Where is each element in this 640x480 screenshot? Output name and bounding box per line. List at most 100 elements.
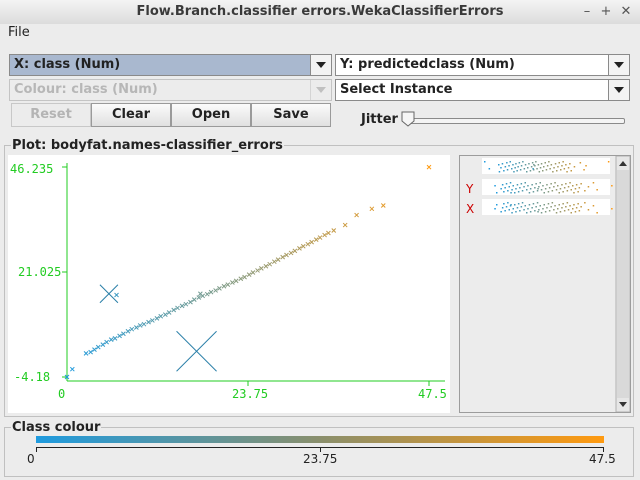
minimize-button[interactable]: – [583,4,591,19]
data-point[interactable] [326,230,331,236]
data-point[interactable] [171,307,177,313]
data-point[interactable] [100,342,106,347]
data-point[interactable] [92,347,97,352]
data-point[interactable] [217,286,222,291]
data-point[interactable] [221,283,227,289]
data-point[interactable] [198,291,203,297]
data-point[interactable] [233,278,239,284]
data-point[interactable] [83,350,89,356]
attr-dot [518,162,521,164]
data-point[interactable] [108,337,114,342]
data-point[interactable] [112,335,118,341]
attr-dot [520,206,523,208]
scroll-down-icon[interactable] [619,402,627,407]
data-point[interactable] [204,291,210,297]
data-point[interactable] [246,272,252,277]
data-point[interactable] [125,328,131,334]
instance-select[interactable]: Select Instance [335,79,630,101]
data-point[interactable] [64,374,70,380]
attr-strip-3[interactable] [482,199,610,215]
data-point[interactable] [225,282,231,287]
attr-dot [548,187,551,189]
jitter-slider-thumb[interactable] [401,111,415,127]
data-point[interactable] [317,235,323,240]
attr-strip-1[interactable] [482,158,610,174]
data-point[interactable] [95,344,101,350]
data-point[interactable] [129,326,135,332]
data-point[interactable] [342,222,348,228]
data-point[interactable] [426,164,432,170]
data-point[interactable] [179,303,185,309]
open-button[interactable]: Open [171,103,251,127]
data-point[interactable] [280,254,286,260]
error-marker[interactable] [176,330,217,372]
data-point[interactable] [238,276,244,282]
data-point[interactable] [117,333,122,339]
colour-select[interactable]: Colour: class (Num) [9,79,332,101]
data-point[interactable] [230,280,235,285]
attr-dot [504,187,506,189]
attr-strip-2[interactable] [482,179,610,195]
data-point[interactable] [137,323,143,328]
clear-button[interactable]: Clear [91,103,171,127]
data-point[interactable] [121,331,126,337]
data-point[interactable] [69,366,75,372]
data-point[interactable] [175,305,180,311]
reset-button[interactable]: Reset [11,103,91,127]
data-point[interactable] [242,274,247,280]
data-point[interactable] [305,241,311,247]
data-point[interactable] [114,292,119,298]
y-axis-select[interactable]: Y: predictedclass (Num) [335,54,630,76]
data-point[interactable] [88,349,93,355]
attr-dot [557,185,559,187]
data-point[interactable] [322,232,327,238]
scatter-plot[interactable]: 46.235 21.025 -4.18 0 23.75 47.5 [8,155,450,413]
data-point[interactable] [309,239,314,245]
data-point[interactable] [141,321,147,327]
data-point[interactable] [133,325,139,330]
menu-file[interactable]: File [8,25,30,40]
data-point[interactable] [354,212,359,218]
data-point[interactable] [146,319,151,325]
data-point[interactable] [183,301,189,307]
maximize-button[interactable]: + [600,4,612,19]
data-point[interactable] [267,261,273,267]
data-point[interactable] [271,259,277,265]
data-point[interactable] [162,312,168,317]
data-point[interactable] [297,246,302,251]
data-point[interactable] [275,257,281,262]
x-axis-select[interactable]: X: class (Num) [9,54,332,76]
data-point[interactable] [150,318,155,323]
data-point[interactable] [380,203,386,208]
data-point[interactable] [292,248,298,254]
jitter-slider-track[interactable] [405,118,625,124]
data-point[interactable] [255,268,260,273]
data-point[interactable] [258,266,264,271]
data-point[interactable] [208,289,214,295]
error-marker[interactable] [99,284,119,304]
attr-dot [559,188,562,190]
data-point[interactable] [158,313,164,319]
data-point[interactable] [300,243,306,249]
data-point[interactable] [263,263,269,269]
data-point[interactable] [154,315,160,321]
data-point[interactable] [188,299,193,305]
data-point[interactable] [213,288,218,293]
save-button[interactable]: Save [251,103,331,127]
scroll-up-icon[interactable] [619,161,627,166]
data-point[interactable] [191,297,197,302]
close-button[interactable]: ✕ [620,4,632,19]
y-tick-label-bottom: -4.18 [14,370,50,384]
attr-dot [528,163,530,165]
data-point[interactable] [288,250,294,256]
data-point[interactable] [369,206,375,212]
data-point[interactable] [250,270,256,275]
data-point[interactable] [166,310,172,315]
scrollbar-thumb[interactable] [617,170,629,398]
data-point[interactable] [196,295,202,300]
data-point[interactable] [313,237,319,242]
x-axis-select-value: X: class (Num) [14,57,121,72]
data-point[interactable] [284,252,289,258]
data-point[interactable] [104,339,109,345]
data-point[interactable] [331,228,337,233]
